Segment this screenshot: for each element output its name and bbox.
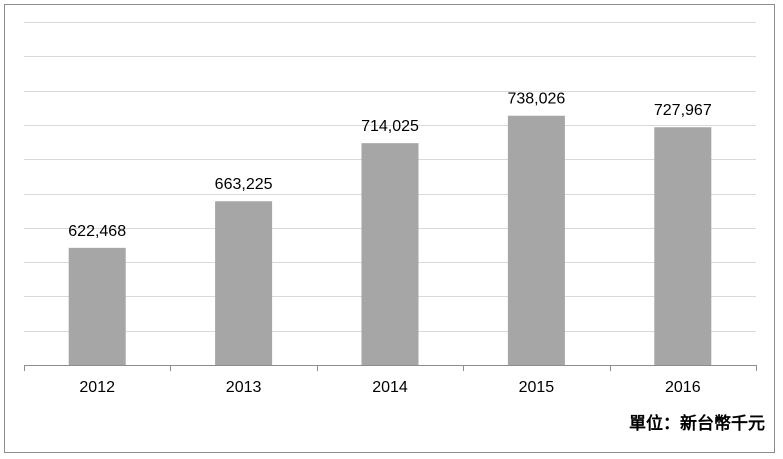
bars <box>68 115 712 366</box>
x-tick-label-2016: 2016 <box>665 379 701 396</box>
x-tick-label-2013: 2013 <box>226 379 262 396</box>
unit-label: 單位：新台幣千元 <box>629 414 765 434</box>
x-tick-label-2014: 2014 <box>372 379 408 396</box>
x-tick-label-2015: 2015 <box>519 379 555 396</box>
bar-2015 <box>507 115 565 366</box>
data-label-2014: 714,025 <box>361 118 419 135</box>
data-label-2013: 663,225 <box>215 176 273 193</box>
data-labels: 622,468 663,225 714,025 738,026 727,967 <box>68 91 712 240</box>
bar-2012 <box>68 247 126 365</box>
x-axis: 2012 2013 2014 2015 2016 <box>24 365 757 396</box>
data-label-2016: 727,967 <box>654 102 712 119</box>
data-label-2012: 622,468 <box>68 223 126 240</box>
x-tick-label-2012: 2012 <box>79 379 115 396</box>
bar-2016 <box>654 127 712 365</box>
gridlines <box>24 22 756 332</box>
data-label-2015: 738,026 <box>507 91 565 108</box>
bar-2013 <box>215 201 273 365</box>
bar-2014 <box>361 143 419 365</box>
